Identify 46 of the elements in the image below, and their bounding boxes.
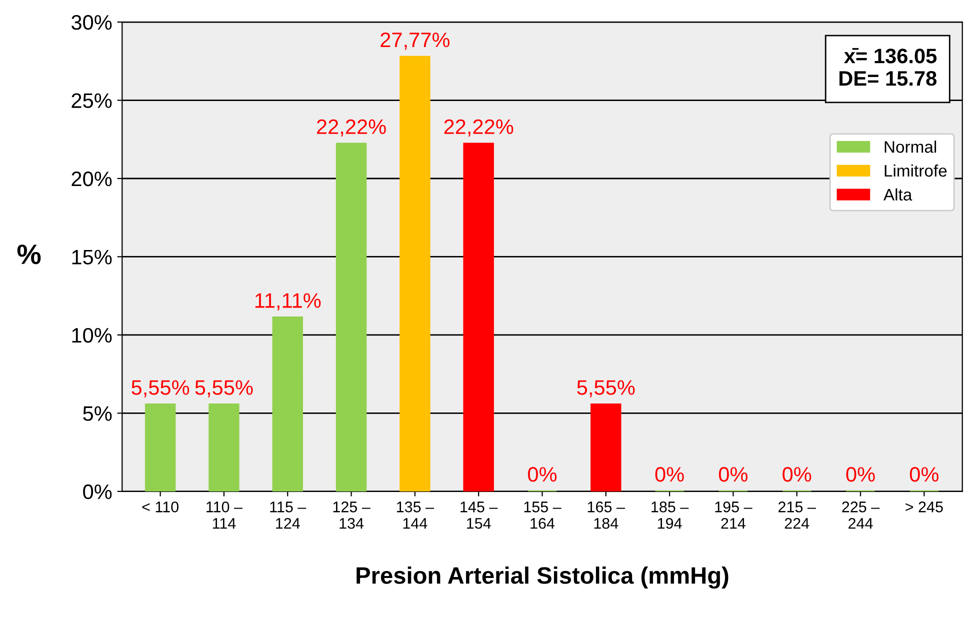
x-tick-label: 215 – 224 bbox=[778, 502, 816, 529]
legend-label: Normal bbox=[884, 140, 936, 153]
bar bbox=[400, 56, 430, 492]
x-tick-label: < 110 bbox=[142, 502, 178, 512]
bar bbox=[336, 142, 367, 492]
x-tick-label: 135 – 144 bbox=[396, 502, 434, 529]
bar bbox=[144, 404, 176, 492]
y-tick-label: 20% bbox=[72, 172, 112, 186]
y-axis-title: % bbox=[17, 244, 41, 264]
y-tick-label: 15% bbox=[72, 250, 112, 264]
y-tick-label: 30% bbox=[72, 15, 112, 30]
data-label: 0% bbox=[655, 466, 684, 482]
bar bbox=[463, 142, 494, 492]
annotation: x̄= 136.05 DE= 15.78 bbox=[840, 48, 937, 86]
x-tick-label: 195 – 214 bbox=[715, 502, 752, 529]
bar bbox=[272, 316, 303, 492]
legend-label: Alta bbox=[883, 188, 912, 201]
data-label: 5,55% bbox=[195, 380, 253, 398]
y-tick-label: 25% bbox=[72, 93, 112, 108]
x-tick-label: > 245 bbox=[906, 502, 943, 512]
data-label: 0% bbox=[782, 466, 812, 482]
data-label: 5,55% bbox=[577, 380, 635, 398]
x-tick-label: 185 – 194 bbox=[652, 502, 689, 529]
legend-label: Limitrofe bbox=[884, 164, 947, 177]
data-label: 27,77% bbox=[380, 32, 450, 50]
data-label: 5,55% bbox=[132, 380, 190, 398]
data-label: 22,22% bbox=[316, 119, 386, 137]
x-tick-label: 225 – 244 bbox=[842, 502, 880, 529]
y-tick-label: 0% bbox=[83, 484, 112, 500]
x-axis-title: Presion Arterial Sistolica (mmHg) bbox=[356, 566, 728, 589]
x-tick-label: 165 – 184 bbox=[588, 502, 625, 529]
data-label: 11,11% bbox=[255, 293, 321, 310]
y-tick-label: 5% bbox=[83, 406, 112, 421]
data-label: 0% bbox=[910, 466, 938, 482]
x-tick-label: 115 – 124 bbox=[270, 502, 306, 529]
data-label: 22,22% bbox=[444, 119, 514, 137]
data-label: 0% bbox=[528, 466, 557, 482]
y-tick-label: 10% bbox=[72, 328, 112, 343]
x-tick-label: 125 – 134 bbox=[333, 502, 370, 529]
x-tick-label: 110 – 114 bbox=[206, 502, 243, 529]
bar bbox=[590, 404, 622, 492]
data-label: 0% bbox=[846, 466, 875, 482]
bar bbox=[208, 404, 240, 492]
x-tick-label: 155 – 164 bbox=[524, 502, 562, 529]
data-label: 0% bbox=[718, 466, 748, 482]
x-tick-label: 145 – 154 bbox=[460, 502, 498, 529]
